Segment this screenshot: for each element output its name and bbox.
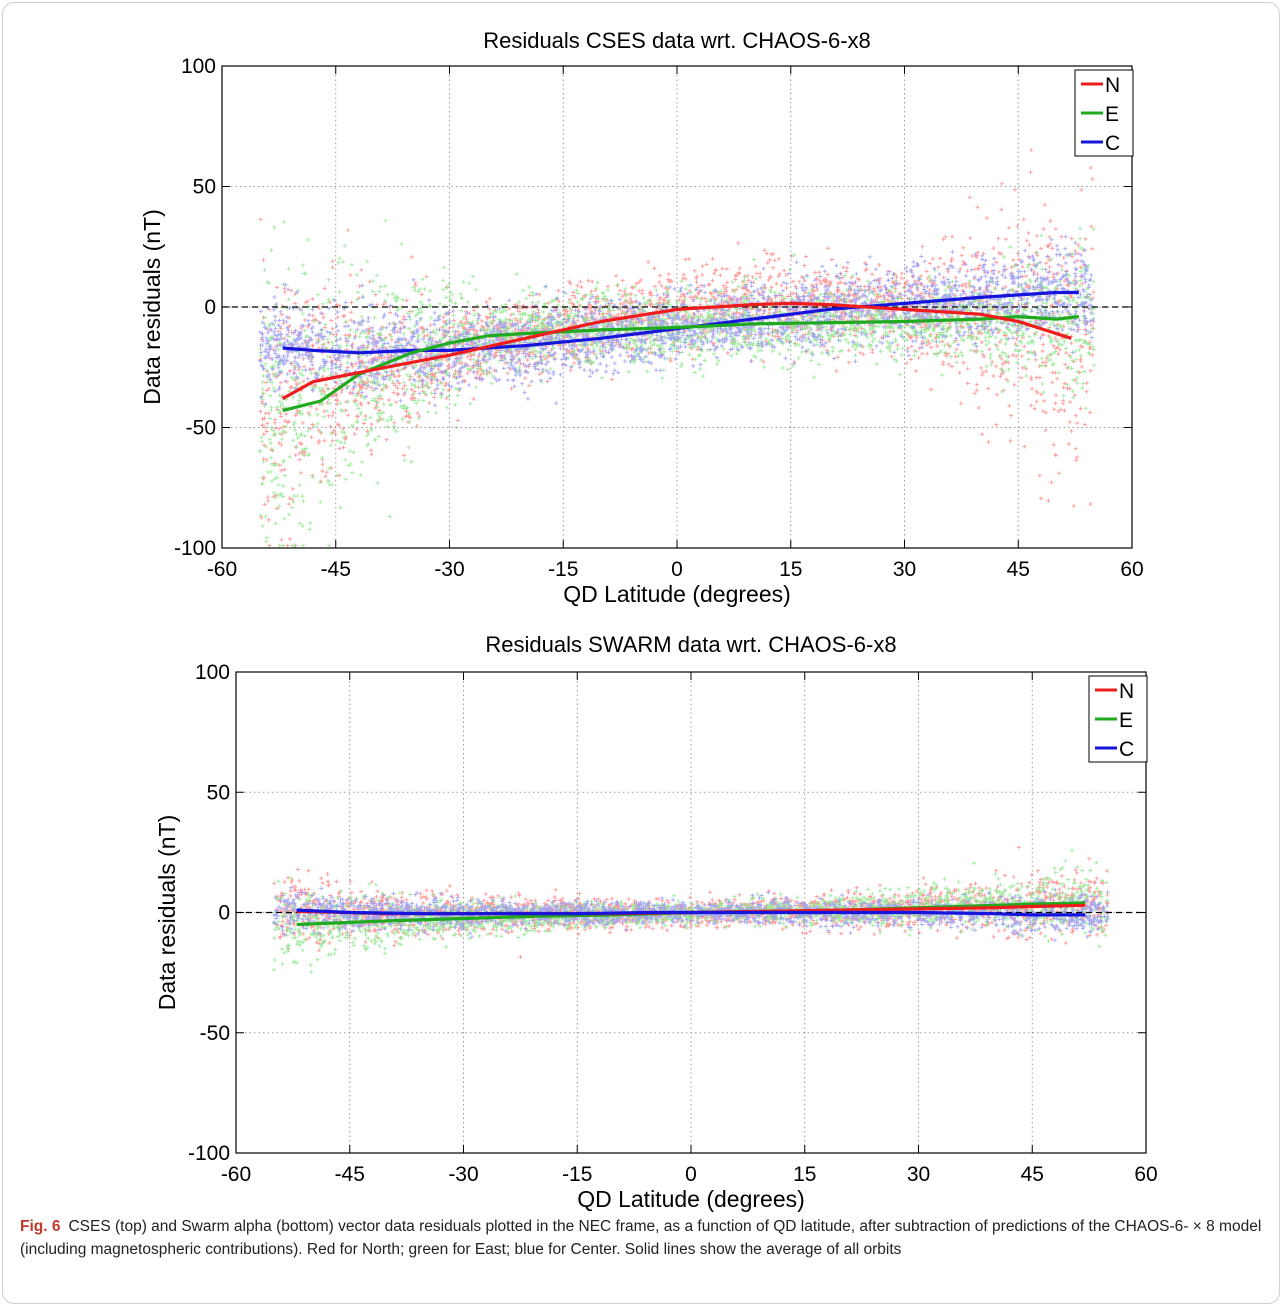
y-tick-label: 0 [204, 296, 216, 319]
x-axis-label: QD Latitude (degrees) [563, 581, 791, 607]
chart-title: Residuals CSES data wrt. CHAOS-6-x8 [483, 28, 871, 53]
x-tick-label: -15 [548, 558, 578, 581]
series-layer [296, 901, 1086, 927]
legend-label-N: N [1119, 680, 1134, 703]
x-tick-label: 0 [671, 558, 683, 581]
x-tick-label: -60 [207, 558, 237, 581]
legend: NEC [1088, 675, 1148, 763]
scatter-layer [271, 845, 1111, 974]
scatter-layer [258, 148, 1096, 548]
chart-title: Residuals SWARM data wrt. CHAOS-6-x8 [485, 632, 896, 657]
x-tick-label: -30 [434, 558, 464, 581]
x-tick-label: 30 [893, 558, 916, 581]
scatter-cloud-C [258, 234, 1095, 408]
x-tick-labels: -60 -45 -30 -15 0 15 30 45 60 [207, 558, 1144, 581]
y-tick-label: -50 [186, 417, 216, 440]
x-tick-label: 60 [1134, 1163, 1157, 1186]
y-tick-label: 100 [181, 55, 216, 78]
chart-panel-swarm: -60 -45 -30 -15 0 15 30 45 60 100 50 0 -50 -100 Resi… [154, 632, 1158, 1212]
legend-label-N: N [1105, 74, 1120, 97]
x-tick-label: -15 [562, 1163, 592, 1186]
y-tick-labels: 100 50 0 -50 -100 [174, 55, 216, 560]
x-tick-label: 30 [907, 1163, 930, 1186]
series-layer [281, 290, 1080, 413]
legend-label-C: C [1105, 132, 1120, 155]
y-tick-label: 0 [218, 902, 230, 925]
legend-label-C: C [1119, 738, 1134, 761]
figure-label: Fig. 6 [20, 1218, 61, 1235]
x-tick-label: -60 [221, 1163, 251, 1186]
x-tick-label: -45 [335, 1163, 365, 1186]
x-tick-label: 0 [685, 1163, 697, 1186]
y-tick-labels: 100 50 0 -50 -100 [188, 661, 230, 1165]
y-tick-label: -100 [188, 1142, 230, 1165]
y-tick-label: -50 [200, 1022, 230, 1045]
x-tick-label: 45 [1007, 558, 1030, 581]
legend-label-E: E [1119, 709, 1133, 732]
x-axis-label: QD Latitude (degrees) [577, 1186, 805, 1212]
y-axis-label: Data residuals (nT) [139, 209, 165, 405]
x-tick-labels: -60 -45 -30 -15 0 15 30 45 60 [221, 1163, 1158, 1186]
y-tick-label: 100 [195, 661, 230, 684]
y-tick-label: 50 [193, 176, 216, 199]
legend-label-E: E [1105, 103, 1119, 126]
tick-marks [221, 65, 1133, 549]
legend: NEC [1074, 69, 1134, 157]
x-tick-label: 45 [1021, 1163, 1044, 1186]
figure-caption: Fig. 6 CSES (top) and Swarm alpha (bottom… [20, 1215, 1270, 1261]
y-axis-label: Data residuals (nT) [154, 815, 180, 1011]
series-line-C [296, 908, 1086, 917]
series-line-N [281, 301, 1072, 400]
chart-panel-cses: -60 -45 -30 -15 0 15 30 45 60 100 50 0 -50 -100 Resi… [139, 28, 1144, 607]
x-tick-label: -30 [448, 1163, 478, 1186]
x-tick-label: 60 [1120, 558, 1143, 581]
x-tick-label: 15 [793, 1163, 816, 1186]
x-tick-label: 15 [779, 558, 802, 581]
x-tick-label: -45 [321, 558, 351, 581]
caption-text: CSES (top) and Swarm alpha (bottom) vect… [20, 1218, 1262, 1258]
y-tick-label: -100 [174, 537, 216, 560]
y-tick-label: 50 [207, 781, 230, 804]
